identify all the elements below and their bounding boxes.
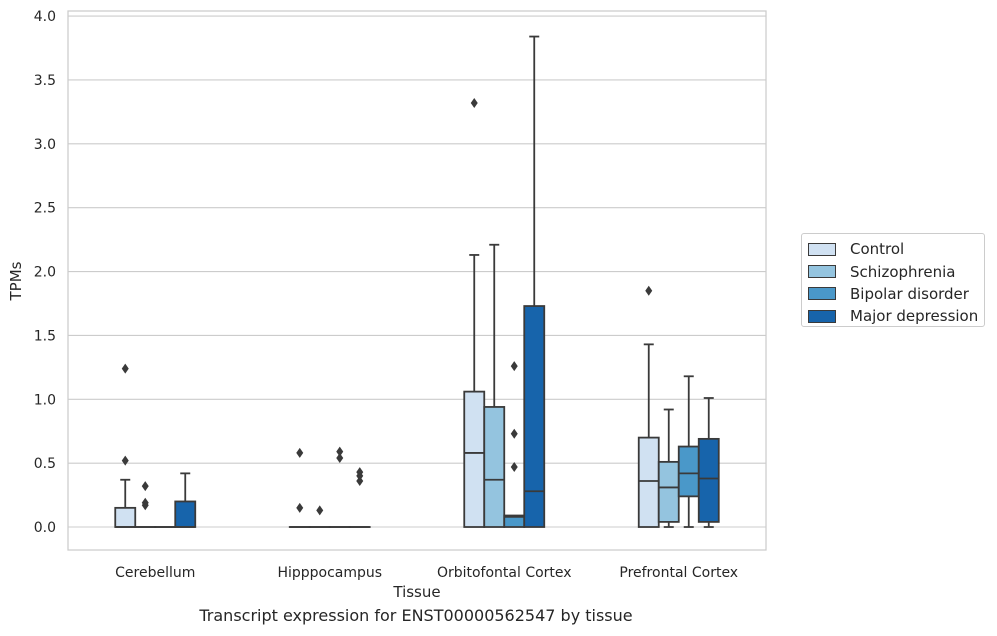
outlier-point: [141, 497, 149, 508]
box-bipolar-disorder: [328, 446, 351, 528]
y-tick-label: 3.0: [34, 137, 56, 153]
x-axis-label: Tissue: [392, 583, 440, 601]
x-tick-label: Prefrontal Cortex: [619, 565, 738, 581]
y-tick-label: 3.5: [34, 73, 56, 89]
box-major-depression: [523, 35, 546, 528]
legend-item: Control: [808, 238, 984, 260]
y-tick-label: 1.5: [34, 328, 56, 344]
legend-item: Major depression: [808, 305, 984, 327]
outlier-point: [121, 363, 129, 374]
outlier-point: [645, 285, 653, 296]
box-schizophrenia: [308, 505, 331, 528]
legend-item: Schizophrenia: [808, 260, 984, 282]
grid-lines: [68, 15, 766, 528]
outlier-point: [121, 455, 129, 466]
legend-swatch: [808, 287, 836, 301]
chart-caption: Transcript expression for ENST0000056254…: [199, 606, 633, 625]
outlier-point: [296, 502, 304, 513]
y-tick-label: 2.0: [34, 265, 56, 281]
x-tick-label: Orbitofontal Cortex: [437, 565, 572, 581]
legend-label: Bipolar disorder: [850, 284, 969, 303]
outlier-point: [336, 446, 344, 457]
box-iqr: [483, 406, 506, 528]
outlier-point: [510, 428, 518, 439]
box-iqr: [114, 506, 137, 528]
box-major-depression: [174, 472, 197, 528]
box-schizophrenia: [134, 481, 157, 528]
box-control: [637, 285, 660, 528]
boxes-layer: [114, 35, 720, 528]
y-tick-label: 2.5: [34, 201, 56, 217]
legend-label: Schizophrenia: [850, 262, 956, 281]
legend-swatch: [808, 242, 836, 256]
box-iqr: [677, 445, 700, 498]
box-iqr: [174, 500, 197, 528]
box-control: [288, 447, 311, 528]
box-bipolar-disorder: [677, 375, 700, 528]
box-iqr: [463, 390, 486, 528]
legend-label: Control: [850, 240, 905, 259]
outlier-point: [296, 447, 304, 458]
y-axis-ticks: 0.0 0.5 1.0 1.5 2.0 2.5 3.0 3.5 4.0: [34, 9, 56, 536]
box-major-depression: [348, 467, 371, 528]
y-axis-label: TPMs: [7, 261, 25, 301]
box-iqr: [697, 437, 720, 523]
outlier-point: [356, 476, 364, 487]
box-schizophrenia: [483, 243, 506, 528]
box-iqr: [637, 436, 660, 528]
outlier-point: [316, 505, 324, 516]
outlier-point: [510, 361, 518, 372]
box-bipolar-disorder: [503, 361, 526, 528]
box-control: [463, 97, 486, 528]
legend-swatch: [808, 309, 836, 323]
y-tick-label: 0.0: [34, 520, 56, 536]
outlier-point: [470, 97, 478, 108]
y-tick-label: 0.5: [34, 456, 56, 472]
box-iqr: [523, 305, 546, 528]
legend: Control Schizophrenia Bipolar disorder Majo…: [801, 233, 985, 327]
outlier-point: [141, 481, 149, 492]
legend-label: Major depression: [850, 307, 979, 326]
x-tick-label: Cerebellum: [115, 565, 195, 581]
box-iqr: [657, 460, 680, 523]
outlier-point: [336, 453, 344, 464]
plot-area-frame: [67, 10, 767, 551]
x-axis-ticks: Cerebellum Hipppocampus Orbitofontal Corte…: [115, 565, 738, 581]
box-schizophrenia: [657, 408, 680, 528]
x-tick-label: Hipppocampus: [277, 565, 382, 581]
box-major-depression: [697, 397, 720, 528]
box-control: [114, 363, 137, 528]
y-tick-label: 1.0: [34, 392, 56, 408]
legend-swatch: [808, 265, 836, 279]
outlier-point: [356, 467, 364, 478]
y-tick-label: 4.0: [34, 9, 56, 25]
legend-item: Bipolar disorder: [808, 283, 984, 305]
outlier-point: [510, 461, 518, 472]
